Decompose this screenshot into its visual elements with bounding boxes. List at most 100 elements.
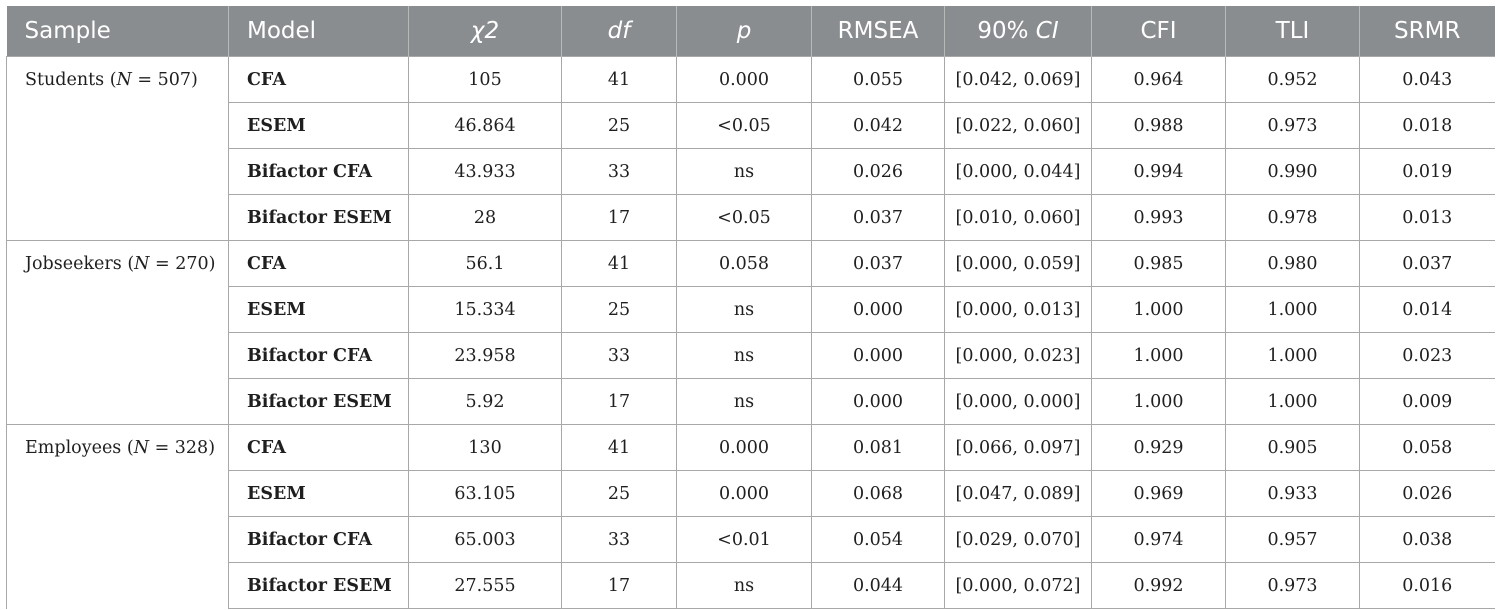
- p-cell: ns: [676, 562, 812, 609]
- p-cell: ns: [676, 286, 812, 333]
- fit-indices-table: Sample Model χ2 df p RMSEA 90% CI CFI TL…: [6, 6, 1495, 609]
- tli-cell: 0.978: [1225, 194, 1360, 241]
- srmr-cell: 0.023: [1359, 332, 1495, 379]
- ci-cell: [0.047, 0.089]: [944, 470, 1092, 517]
- chi-square-cell: 43.933: [408, 148, 562, 195]
- table-row: Bifactor ESEM 28 17 <0.05 0.037 [0.010, 0.060…: [7, 194, 1495, 241]
- model-cell: CFA: [228, 56, 409, 103]
- srmr-cell: 0.058: [1359, 424, 1495, 471]
- sample-n-value: = 328): [149, 438, 216, 458]
- rmsea-cell: 0.000: [811, 332, 945, 379]
- cfi-cell: 0.974: [1091, 516, 1226, 563]
- p-cell: ns: [676, 332, 812, 379]
- chi-square-cell: 5.92: [408, 378, 562, 425]
- rmsea-cell: 0.042: [811, 102, 945, 149]
- chi-square-cell: 23.958: [408, 332, 562, 379]
- p-cell: ns: [676, 148, 812, 195]
- model-cell: CFA: [228, 240, 409, 287]
- ci-cell: [0.000, 0.000]: [944, 378, 1092, 425]
- rmsea-cell: 0.054: [811, 516, 945, 563]
- model-cell: Bifactor ESEM: [228, 562, 409, 609]
- table-row: Bifactor CFA 43.933 33 ns 0.026 [0.000, 0.044…: [7, 148, 1495, 195]
- tli-cell: 0.905: [1225, 424, 1360, 471]
- header-p: p: [676, 6, 812, 57]
- tli-cell: 1.000: [1225, 378, 1360, 425]
- sample-n-symbol: N: [133, 438, 149, 458]
- table-row: Employees (N = 328) CFA 130 41 0.000 0.081 [0.…: [6, 424, 1495, 609]
- model-cell: Bifactor ESEM: [228, 378, 409, 425]
- chi-square-cell: 63.105: [408, 470, 562, 517]
- cfi-cell: 0.985: [1091, 240, 1226, 287]
- tli-cell: 1.000: [1225, 332, 1360, 379]
- ci-cell: [0.000, 0.072]: [944, 562, 1092, 609]
- ci-cell: [0.010, 0.060]: [944, 194, 1092, 241]
- rmsea-cell: 0.026: [811, 148, 945, 195]
- p-cell: <0.01: [676, 516, 812, 563]
- ci-cell: [0.066, 0.097]: [944, 424, 1092, 471]
- df-cell: 33: [561, 332, 677, 379]
- ci-cell: [0.000, 0.013]: [944, 286, 1092, 333]
- table-row: ESEM 46.864 25 <0.05 0.042 [0.022, 0.060] 0.98…: [7, 102, 1495, 149]
- sample-cell: Jobseekers (N = 270): [6, 240, 229, 425]
- rmsea-cell: 0.000: [811, 378, 945, 425]
- chi-square-cell: 46.864: [408, 102, 562, 149]
- p-cell: ns: [676, 378, 812, 425]
- p-cell: 0.000: [676, 470, 812, 517]
- header-chi-square: χ2: [408, 6, 562, 57]
- p-cell: 0.000: [676, 56, 812, 103]
- tli-cell: 1.000: [1225, 286, 1360, 333]
- ci-cell: [0.022, 0.060]: [944, 102, 1092, 149]
- df-cell: 25: [561, 102, 677, 149]
- df-cell: 17: [561, 378, 677, 425]
- header-cfi: CFI: [1091, 6, 1226, 57]
- rmsea-cell: 0.044: [811, 562, 945, 609]
- rmsea-cell: 0.037: [811, 240, 945, 287]
- srmr-cell: 0.016: [1359, 562, 1495, 609]
- cfi-cell: 0.994: [1091, 148, 1226, 195]
- table-row: Bifactor CFA 65.003 33 <0.01 0.054 [0.029, 0.…: [7, 516, 1495, 563]
- cfi-cell: 1.000: [1091, 332, 1226, 379]
- model-cell: ESEM: [228, 102, 409, 149]
- rmsea-cell: 0.055: [811, 56, 945, 103]
- header-rmsea: RMSEA: [811, 6, 945, 57]
- df-cell: 41: [561, 240, 677, 287]
- srmr-cell: 0.037: [1359, 240, 1495, 287]
- table-body: Students (N = 507) CFA 105 41 0.000 0.055 [0.0…: [6, 56, 1495, 609]
- cfi-cell: 0.964: [1091, 56, 1226, 103]
- cfi-cell: 0.993: [1091, 194, 1226, 241]
- cfi-cell: 1.000: [1091, 378, 1226, 425]
- chi-square-cell: 28: [408, 194, 562, 241]
- model-cell: Bifactor CFA: [228, 332, 409, 379]
- rmsea-cell: 0.068: [811, 470, 945, 517]
- chi-square-cell: 130: [408, 424, 562, 471]
- srmr-cell: 0.009: [1359, 378, 1495, 425]
- chi-square-cell: 105: [408, 56, 562, 103]
- srmr-cell: 0.018: [1359, 102, 1495, 149]
- cfi-cell: 0.988: [1091, 102, 1226, 149]
- srmr-cell: 0.019: [1359, 148, 1495, 195]
- tli-cell: 0.990: [1225, 148, 1360, 195]
- cfi-cell: 1.000: [1091, 286, 1226, 333]
- df-cell: 25: [561, 286, 677, 333]
- sample-label: Students (: [25, 70, 117, 90]
- tli-cell: 0.933: [1225, 470, 1360, 517]
- header-row: Sample Model χ2 df p RMSEA 90% CI CFI TL…: [6, 6, 1495, 57]
- table-row: Jobseekers (N = 270) CFA 56.1 41 0.058 0.037[…: [6, 240, 1495, 425]
- sample-n-symbol: N: [134, 254, 150, 274]
- df-cell: 25: [561, 470, 677, 517]
- header-model: Model: [228, 6, 409, 57]
- model-cell: ESEM: [228, 470, 409, 517]
- srmr-cell: 0.038: [1359, 516, 1495, 563]
- table-row: Bifactor ESEM 27.555 17 ns 0.044 [0.000, 0.07…: [7, 562, 1495, 609]
- table-row: ESEM 63.105 25 0.000 0.068 [0.047, 0.089] 0.96…: [7, 470, 1495, 517]
- df-cell: 33: [561, 148, 677, 195]
- df-cell: 17: [561, 194, 677, 241]
- ci-cell: [0.000, 0.044]: [944, 148, 1092, 195]
- cfi-cell: 0.969: [1091, 470, 1226, 517]
- srmr-cell: 0.014: [1359, 286, 1495, 333]
- model-cell: ESEM: [228, 286, 409, 333]
- model-cell: Bifactor CFA: [228, 516, 409, 563]
- df-cell: 41: [561, 424, 677, 471]
- tli-cell: 0.957: [1225, 516, 1360, 563]
- sample-n-symbol: N: [116, 70, 132, 90]
